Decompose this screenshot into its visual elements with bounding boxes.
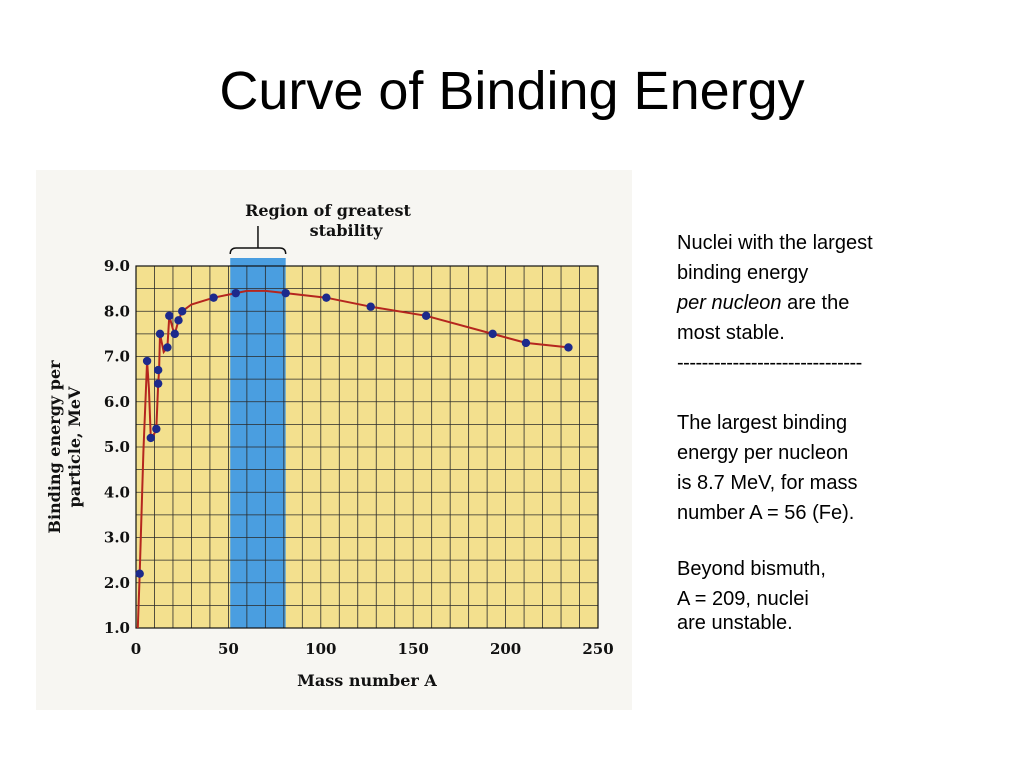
y-tick-label: 3.0	[104, 529, 130, 547]
note-line: is 8.7 MeV, for mass	[677, 472, 858, 494]
x-tick-label: 250	[582, 640, 613, 658]
y-tick-label: 1.0	[104, 619, 130, 637]
note-line: are unstable.	[677, 612, 793, 634]
data-point	[488, 329, 497, 339]
data-point	[146, 433, 155, 443]
y-tick-label: 2.0	[104, 574, 130, 592]
data-point	[163, 343, 172, 352]
note-line: number A = 56 (Fe).	[677, 502, 855, 524]
plot-frame	[135, 265, 599, 629]
x-axis-title: Mass number A	[297, 671, 437, 690]
data-point	[209, 293, 218, 302]
note-line: The largest binding	[677, 412, 848, 434]
note-line: energy per nucleon	[677, 442, 849, 464]
slide-title: Curve of Binding Energy	[219, 61, 805, 121]
note-line: binding energy	[677, 262, 809, 284]
stability-bracket	[229, 247, 287, 255]
x-tick-label: 100	[305, 640, 336, 658]
stability-label-line2: stability	[310, 221, 384, 240]
y-axis-title-line1: Binding energy per	[45, 360, 64, 534]
data-point	[281, 288, 290, 298]
data-point	[521, 338, 531, 348]
x-tick-label: 0	[131, 640, 141, 658]
note-line: Beyond bismuth,	[677, 558, 826, 580]
note-line-with-emphasis: per nucleon are the	[677, 288, 1007, 318]
note-text: are the	[781, 292, 850, 314]
stability-label-line1: Region of greatest	[245, 201, 411, 220]
note-line: Nuclei with the largest	[677, 232, 873, 254]
divider-line: ------------------------------	[677, 352, 862, 374]
data-point	[170, 329, 180, 339]
stability-band	[230, 258, 286, 628]
y-tick-label: 6.0	[104, 393, 130, 411]
data-point	[153, 365, 163, 375]
data-point	[366, 302, 375, 311]
annotation-layer: Region of greatest stability	[229, 201, 412, 255]
y-tick-label: 7.0	[104, 348, 130, 366]
y-tick-label: 4.0	[104, 483, 130, 501]
data-point	[142, 356, 152, 366]
data-point	[564, 343, 573, 352]
data-point	[421, 311, 431, 320]
x-tick-label: 50	[218, 640, 239, 658]
data-point	[165, 311, 174, 320]
x-tick-label: 200	[490, 640, 521, 658]
data-point	[135, 569, 144, 578]
data-point	[174, 316, 183, 325]
y-tick-label: 5.0	[104, 438, 130, 456]
data-point	[153, 379, 163, 388]
y-tick-label: 9.0	[104, 257, 130, 275]
y-axis-title-line2: particle, MeV	[65, 386, 84, 507]
notes-panel: Nuclei with the largest binding energy p…	[677, 228, 1007, 638]
emphasis-per-nucleon: per nucleon	[677, 292, 782, 314]
binding-energy-figure: 0 50 100 150 200 250 1.0 2.0 3.0 4.0 5.0 6.0 7.0 8.0 9…	[36, 170, 632, 710]
y-tick-label: 8.0	[104, 302, 130, 320]
data-point	[178, 307, 187, 316]
note-line: A = 209, nuclei	[677, 588, 809, 610]
binding-energy-chart: 0 50 100 150 200 250 1.0 2.0 3.0 4.0 5.0 6.0 7.0 8.0 9…	[45, 201, 614, 690]
note-line: most stable.	[677, 322, 785, 344]
data-point	[231, 288, 240, 298]
data-point	[152, 424, 161, 434]
x-tick-label: 150	[398, 640, 429, 658]
data-point	[155, 329, 165, 339]
points-layer	[135, 288, 573, 578]
ticks-layer: 0 50 100 150 200 250 1.0 2.0 3.0 4.0 5.0 6.0 7.0 8.0 9…	[104, 257, 614, 658]
stability-band-layer	[230, 258, 286, 628]
data-point	[322, 293, 331, 302]
